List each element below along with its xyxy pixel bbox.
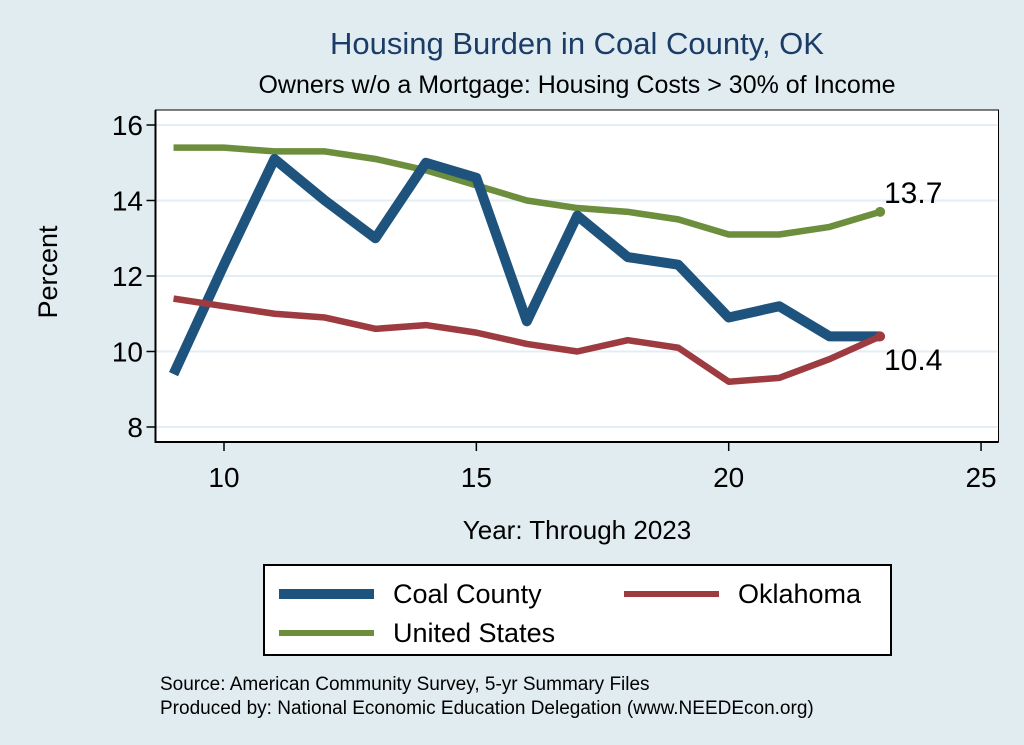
y-tick-label-12: 12 <box>112 261 143 292</box>
legend: Coal County Oklahoma United States <box>263 564 892 656</box>
legend-item-coal-county: Coal County <box>279 572 542 616</box>
y-tick-label-14: 14 <box>112 186 143 217</box>
legend-label-united-states: United States <box>393 617 556 648</box>
legend-item-united-states: United States <box>279 611 555 655</box>
y-tick-label-10: 10 <box>112 337 143 368</box>
legend-label-coal-county: Coal County <box>393 578 542 609</box>
series-end-dot-oklahoma <box>875 331 886 342</box>
series-line-coal-county <box>168 153 881 377</box>
legend-swatch-united-states <box>279 629 374 637</box>
x-tick-label-15: 15 <box>461 462 492 493</box>
end-label-united-states: 13.7 <box>884 177 943 210</box>
y-tick-label-8: 8 <box>127 412 143 443</box>
chart-title: Housing Burden in Coal County, OK <box>330 26 824 61</box>
legend-swatch-oklahoma <box>624 590 719 598</box>
legend-swatch-coal-county <box>279 589 374 599</box>
y-tick-label-16: 16 <box>112 110 143 141</box>
x-tick-label-20: 20 <box>713 462 744 493</box>
x-tick-label-25: 25 <box>965 462 996 493</box>
series-line-oklahoma <box>173 295 882 385</box>
chart-subtitle: Owners w/o a Mortgage: Housing Costs > 3… <box>258 71 896 99</box>
legend-label-oklahoma: Oklahoma <box>738 578 862 609</box>
end-label-oklahoma: 10.4 <box>884 344 943 377</box>
y-axis-title: Percent <box>33 225 63 319</box>
x-axis-title: Year: Through 2023 <box>462 515 692 545</box>
x-tick-label-10: 10 <box>208 462 239 493</box>
produced-by-note: Produced by: National Economic Education… <box>160 698 814 719</box>
legend-item-oklahoma: Oklahoma <box>624 572 861 616</box>
source-note: Source: American Community Survey, 5-yr … <box>160 674 650 695</box>
series-line-united-states <box>173 144 882 238</box>
series-end-dot-united-states <box>875 206 886 217</box>
